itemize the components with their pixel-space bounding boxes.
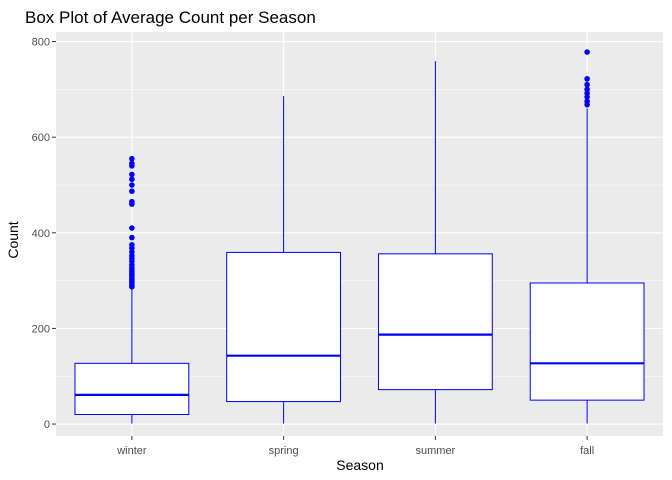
y-tick-label: 600 [32, 132, 50, 144]
iqr-box [226, 251, 342, 403]
outlier-point [129, 198, 135, 205]
outlier-point [129, 182, 135, 188]
y-tick-label: 800 [32, 37, 50, 49]
outlier-point [129, 234, 135, 241]
x-tick-label-fall: fall [580, 445, 594, 457]
box-summer [377, 61, 493, 424]
axes: 0 200 400 600 800 winter spring summer fall [32, 37, 595, 457]
y-tick-label: 0 [44, 419, 50, 431]
outlier-point [584, 81, 590, 88]
y-tick-label: 400 [32, 228, 50, 240]
y-axis-title: Count [5, 221, 21, 258]
outlier-point [584, 98, 590, 105]
outlier-point [584, 49, 590, 55]
box-spring [226, 96, 342, 424]
x-tick-label-spring: spring [269, 445, 299, 457]
outlier-point [584, 86, 590, 93]
y-tick-label: 200 [32, 323, 50, 335]
boxes [74, 49, 645, 424]
outlier-point [129, 155, 135, 162]
iqr-box [529, 282, 645, 401]
outlier-point [129, 188, 135, 195]
x-tick-label-summer: summer [416, 445, 456, 457]
x-tick-label-winter: winter [116, 445, 147, 457]
box-fall [529, 49, 645, 424]
iqr-box [377, 253, 493, 391]
outlier-point [129, 241, 135, 248]
x-axis-title: Season [336, 457, 383, 473]
outlier-point [129, 176, 135, 183]
outlier-point [129, 171, 135, 178]
outlier-point [584, 76, 590, 82]
iqr-box [74, 362, 190, 415]
outlier-point [129, 225, 135, 231]
chart-title: Box Plot of Average Count per Season [25, 8, 316, 27]
box-winter [74, 155, 190, 424]
outlier-point [129, 160, 135, 167]
